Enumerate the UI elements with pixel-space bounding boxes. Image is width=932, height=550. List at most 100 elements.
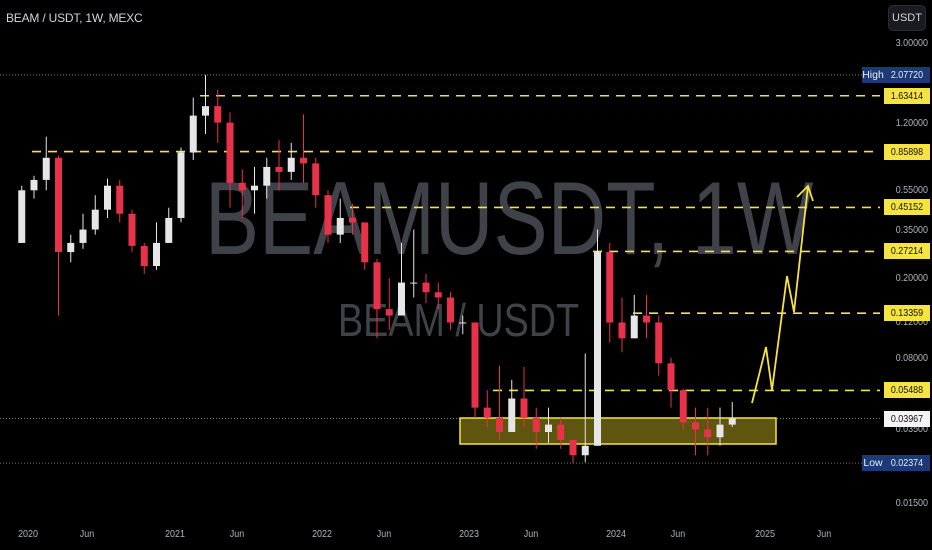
level-price-label: 0.27214 (884, 243, 930, 260)
candle-body (165, 217, 173, 243)
last-price-label: 0.03967 (884, 410, 930, 427)
candle (153, 222, 160, 270)
price-tick: 1.20000 (895, 116, 928, 129)
projection-arrow (751, 184, 814, 404)
candle (630, 294, 638, 339)
candle (447, 292, 454, 331)
low-tag: Low (862, 455, 884, 472)
candle (508, 379, 516, 432)
candle-body (655, 322, 663, 364)
high-price-label-text: 2.07720 (890, 68, 924, 81)
time-tick: Jun (79, 528, 95, 540)
candle (398, 242, 405, 316)
candle-body (704, 429, 712, 438)
high-tag: High (862, 66, 884, 83)
watermark-symbol: BEAMUSDT, 1W (205, 161, 814, 277)
candle-body (336, 217, 344, 235)
time-tick: Jun (523, 528, 539, 540)
candle-body (569, 439, 577, 456)
candle (324, 190, 332, 243)
candle-body (153, 242, 160, 266)
candle (520, 366, 528, 428)
candle-body (508, 398, 516, 432)
currency-button[interactable]: USDT (888, 5, 926, 31)
candle-body (189, 115, 197, 153)
candle-body (251, 185, 258, 191)
level-price-label-text: 0.13359 (890, 307, 924, 320)
candle (263, 157, 271, 199)
candle-body (496, 417, 503, 432)
candle (116, 179, 124, 223)
candle (716, 407, 724, 446)
candle (667, 357, 675, 408)
level-price-label: 0.45152 (884, 199, 930, 216)
candle (238, 169, 246, 218)
candle (655, 315, 663, 376)
time-tick: 2020 (18, 528, 38, 540)
candle-body (447, 297, 454, 323)
candle-body (104, 185, 111, 210)
candle (177, 147, 185, 223)
candle-body (692, 422, 699, 430)
candle-body (55, 157, 62, 253)
candle-body (177, 152, 185, 218)
time-tick: 2025 (755, 528, 775, 540)
price-tick: 0.08000 (895, 351, 928, 364)
candle (214, 89, 222, 143)
candle (336, 198, 344, 243)
candle-body (140, 245, 148, 266)
level-price-label: 0.85898 (884, 143, 930, 160)
candle (692, 407, 699, 456)
candle (128, 209, 136, 253)
candle (728, 402, 736, 428)
candle-body (67, 242, 75, 253)
candle-body (679, 390, 687, 423)
candle-body (238, 182, 246, 191)
candle (483, 390, 491, 428)
candle (275, 140, 283, 191)
candle-body (471, 322, 479, 408)
time-tick: 2022 (312, 528, 332, 540)
candle-body (30, 179, 38, 191)
candle (545, 407, 552, 443)
candle-body (128, 213, 136, 246)
candle-body (532, 417, 540, 432)
candle (496, 365, 503, 440)
candle (67, 234, 75, 263)
candle-body (349, 217, 356, 223)
candle (643, 294, 650, 339)
level-price-label: 1.63414 (884, 87, 930, 104)
candle (189, 97, 197, 160)
candle (91, 195, 99, 235)
time-tick: Jun (816, 528, 832, 540)
candle-body (42, 157, 50, 180)
candle (79, 213, 87, 249)
candle (557, 417, 565, 449)
candle (422, 273, 430, 304)
candle (410, 229, 418, 298)
level-price-label: 0.13359 (884, 305, 930, 322)
candle (140, 242, 148, 274)
candle-body (581, 445, 589, 456)
candle-body (324, 195, 332, 235)
candle (251, 166, 258, 214)
price-tick: 3.00000 (895, 37, 928, 50)
candle-body (202, 106, 209, 116)
candle (55, 155, 62, 316)
candle-body (643, 315, 650, 323)
price-chart[interactable] (0, 0, 880, 550)
candle (202, 74, 209, 135)
level-price-label: 0.05488 (884, 382, 930, 399)
low-price-label: 0.02374 (884, 455, 930, 472)
candle-body (422, 282, 430, 293)
candle (226, 112, 234, 208)
candle-body (606, 252, 614, 323)
time-tick: 2021 (165, 528, 185, 540)
candle-body (716, 424, 724, 438)
candle-body (630, 315, 638, 339)
candle (569, 439, 577, 464)
candle-body (594, 252, 601, 446)
last-price-label-text: 0.03967 (890, 412, 924, 425)
candle-body (300, 157, 307, 164)
candle-body (618, 322, 626, 339)
